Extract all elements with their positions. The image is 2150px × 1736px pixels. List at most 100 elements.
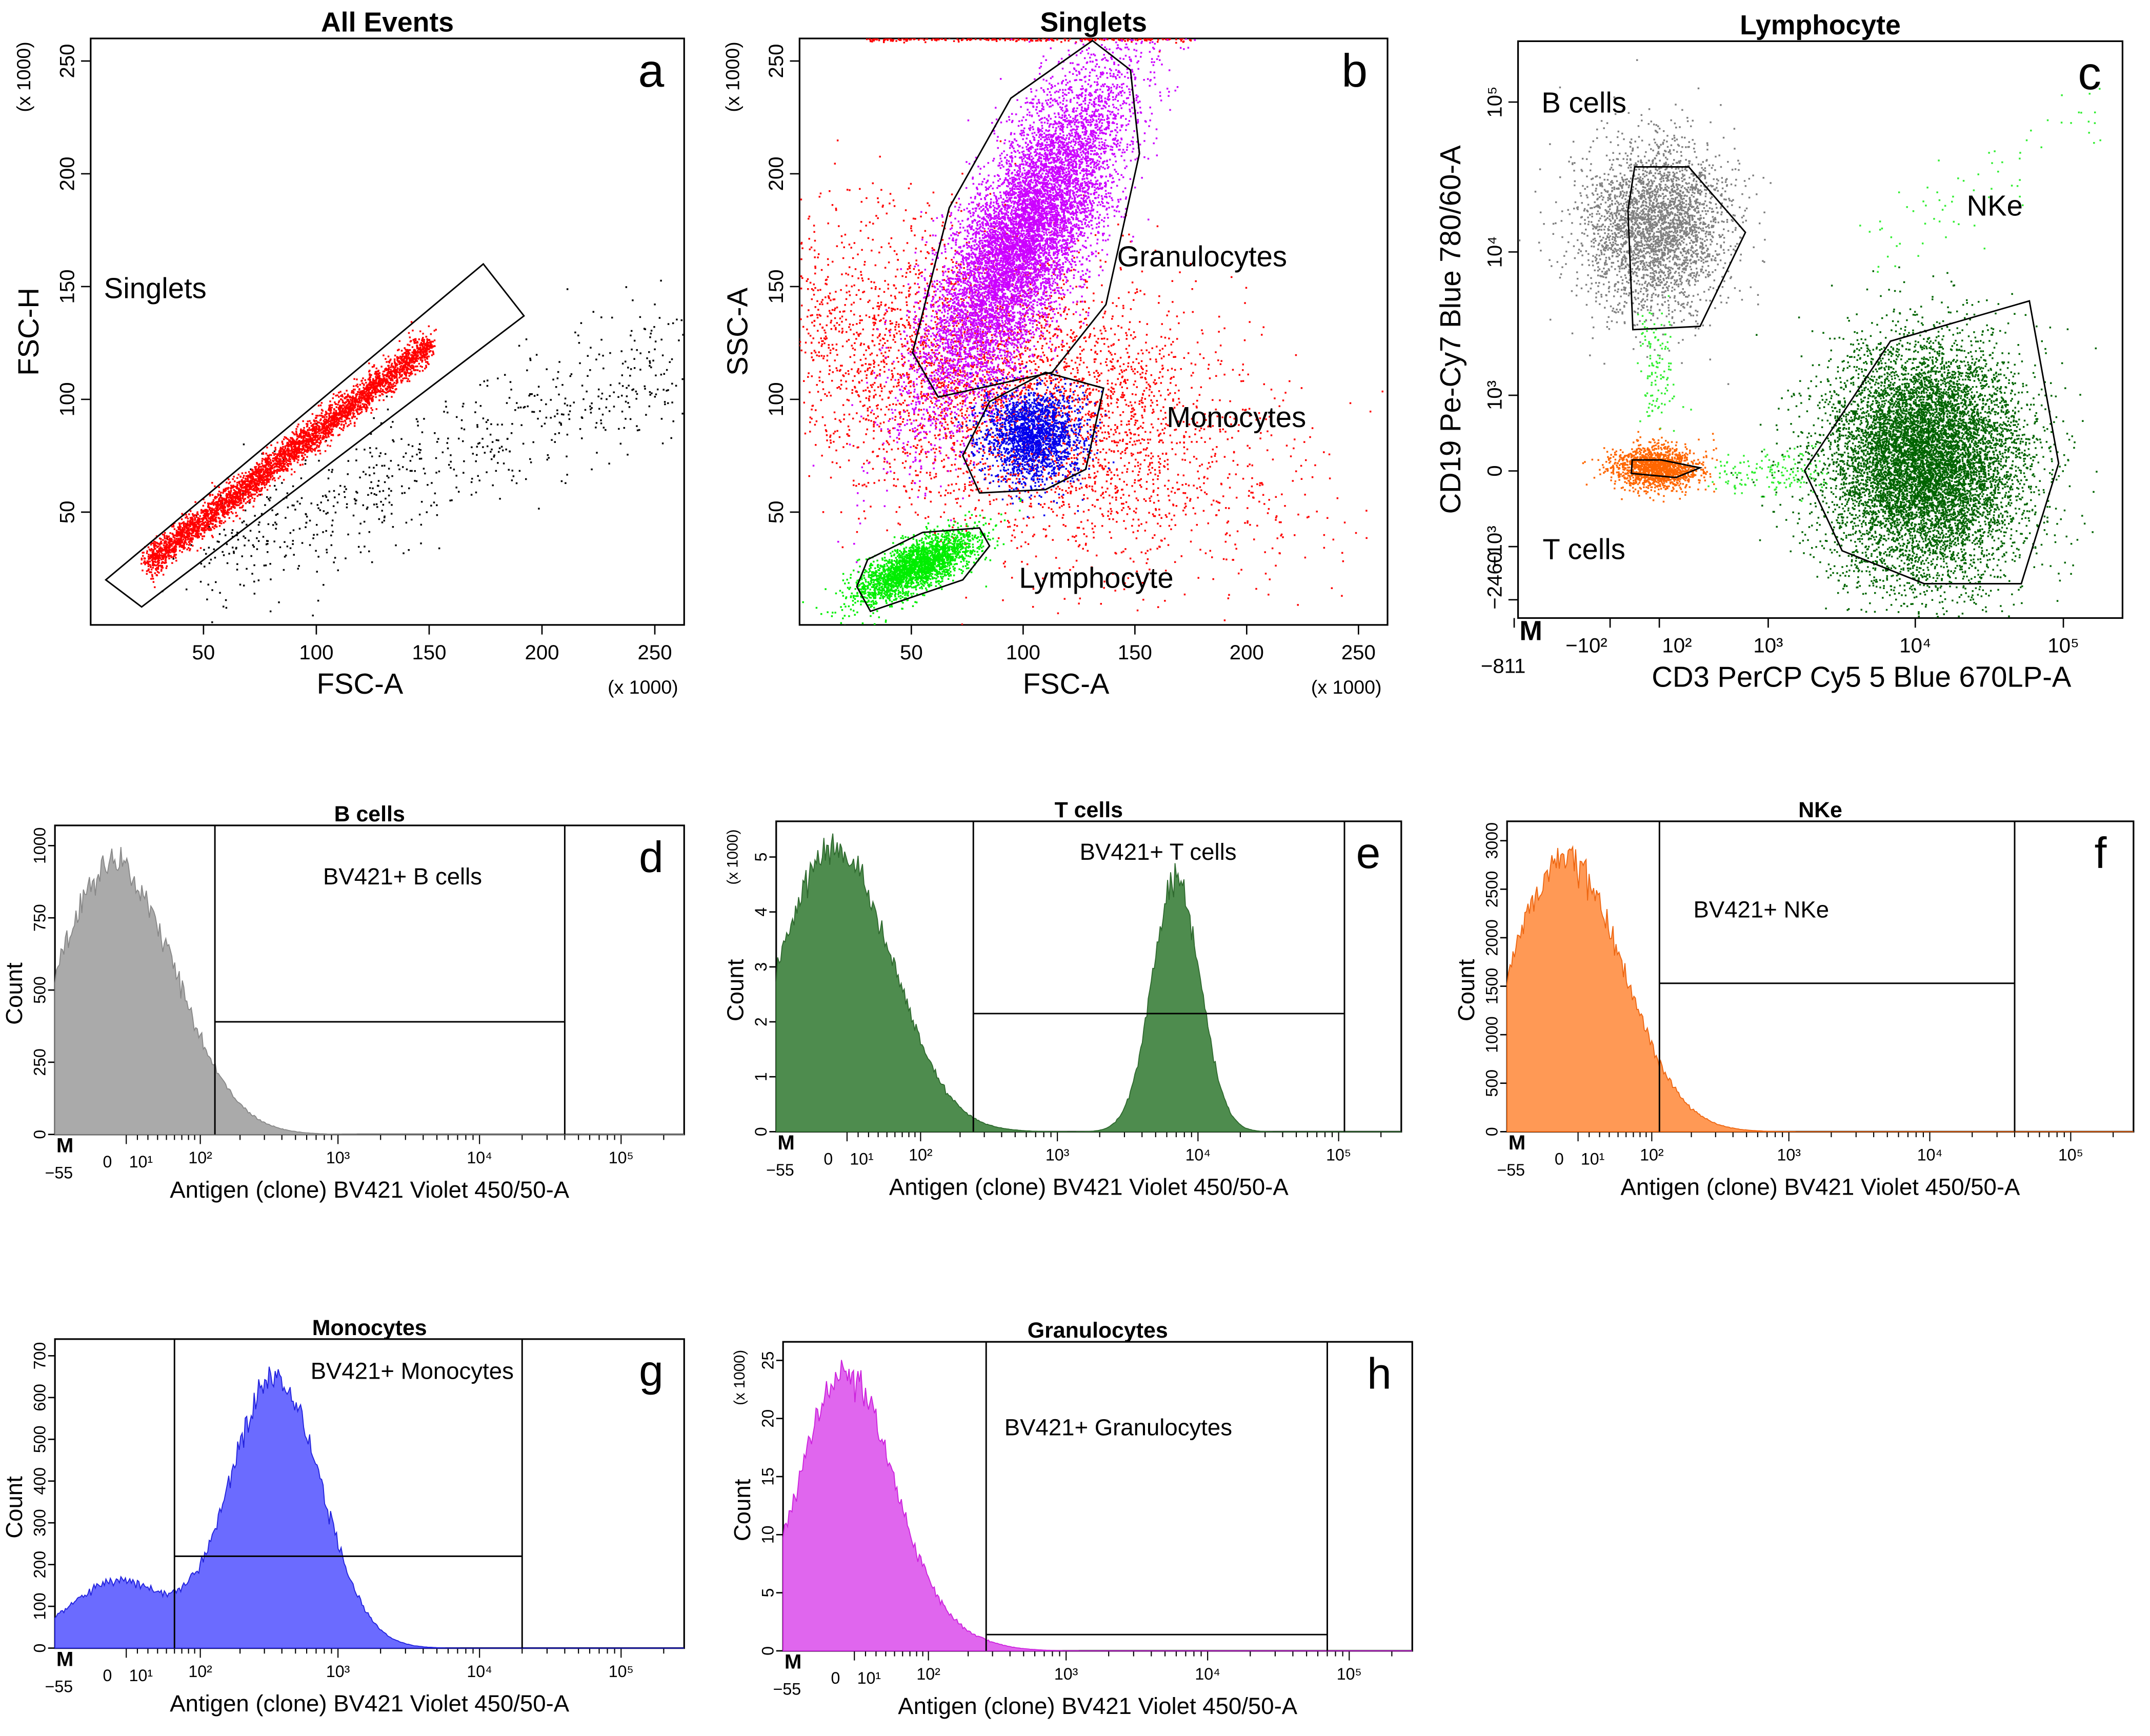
event-dot [285,445,288,447]
event-dot [318,426,321,428]
event-dot [274,447,276,449]
gate-polygon[interactable] [104,263,525,608]
event-dot [382,390,384,392]
event-dot [261,476,264,478]
event-dot [377,375,379,377]
event-dot [266,481,268,484]
event-dot [1119,439,1121,441]
event-dot [625,418,627,420]
event-dot [297,446,299,449]
event-dot [187,522,189,524]
event-dot [719,193,721,195]
event-dot [329,431,331,434]
event-dot [225,599,227,601]
event-dot [190,522,193,525]
event-dot [483,380,486,382]
event-dot [162,539,164,541]
event-dot [253,580,255,583]
event-dot [170,539,172,541]
event-dot [354,406,356,408]
event-dot [301,440,303,442]
event-dot [287,465,289,467]
event-dot [971,469,973,471]
event-dot [223,510,226,513]
event-dot [376,382,378,384]
event-dot [243,443,245,446]
event-dot [313,432,315,435]
event-dot [546,458,549,461]
event-dot [185,588,188,591]
event-dot [156,567,158,569]
event-dot [422,347,424,349]
event-dot [605,406,607,409]
event-dot [435,472,437,474]
event-dot [658,317,661,319]
event-dot [566,474,568,476]
event-dot [353,498,356,500]
event-dot [199,547,202,549]
event-dot [304,454,306,456]
event-dot [182,532,184,534]
event-dot [276,469,278,471]
event-dot [277,466,279,468]
event-dot [863,264,866,266]
event-dot [278,601,280,603]
event-dot [345,422,347,425]
event-dot [259,494,262,496]
event-dot [515,482,518,485]
event-dot [666,390,668,392]
event-dot [211,481,213,484]
event-dot [386,389,388,391]
event-dot [380,500,382,503]
event-dot [188,541,190,543]
event-dot [150,566,152,568]
event-dot [408,361,410,364]
event-dot [254,478,256,480]
event-dot [266,469,269,471]
event-dot [284,436,286,438]
event-dot [216,504,218,506]
event-dot [350,412,352,414]
event-dot [287,442,289,445]
event-dot [337,414,340,416]
event-dot [318,459,320,462]
event-dot [207,503,210,506]
y-tick-label: 100 [765,382,788,416]
event-dot [327,499,329,501]
event-dot [146,570,148,572]
event-dot [552,378,554,381]
event-dot [421,357,424,359]
event-dot [208,509,211,511]
event-dot [218,508,221,510]
event-dot [204,521,207,523]
event-dot [180,518,183,520]
event-dot [414,339,417,341]
event-dot [1355,532,1357,534]
event-dot [156,553,158,555]
event-dot [397,349,399,351]
event-dot [309,435,311,438]
event-dot [294,454,296,456]
event-dot [307,451,309,453]
event-dot [343,423,345,426]
event-dot [325,496,328,498]
event-dot [1154,534,1156,536]
event-dot [271,465,273,467]
event-dot [261,468,264,470]
event-dot [380,379,383,381]
event-dot [391,379,394,381]
event-dot [406,359,408,361]
event-dot [304,432,307,435]
event-dot [270,476,272,478]
event-dot [362,392,364,395]
event-dot [357,404,359,406]
event-dot [292,442,295,445]
event-dot [407,352,410,355]
event-dot [311,439,313,441]
event-dot [410,373,412,376]
event-dot [374,383,376,385]
event-dot [210,517,212,519]
event-dot [619,442,622,445]
event-dot [388,368,390,370]
event-dot [220,492,222,494]
